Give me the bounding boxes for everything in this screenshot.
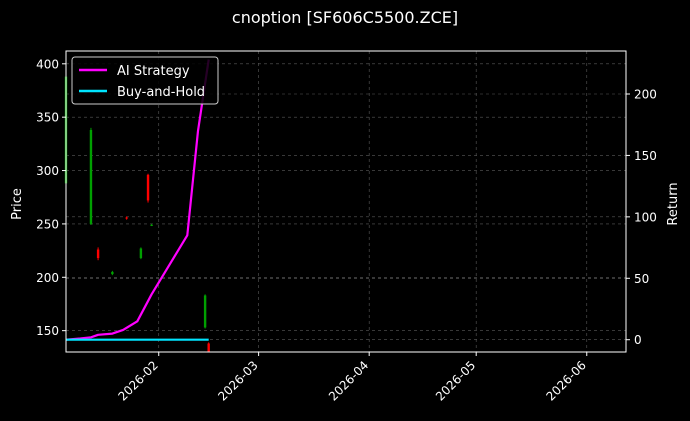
candle-body (125, 217, 128, 219)
candle-body (96, 249, 100, 259)
plot-frame (65, 50, 627, 353)
legend-ai-label: AI Strategy (117, 64, 190, 79)
y-tick-label: 200 (36, 271, 59, 285)
y-axis-left: 150 200 250 300 350 400 (36, 57, 66, 338)
candle-body (139, 248, 143, 259)
candle-body (89, 129, 93, 224)
x-tick-label: 2026-03 (215, 358, 260, 403)
y2-tick-label: 150 (634, 149, 657, 163)
x-tick-label: 2026-05 (433, 358, 478, 403)
y2-axis-label: Return (666, 182, 681, 225)
chart-title: cnoption [SF606C5500.ZCE] (232, 8, 458, 27)
candle-body (146, 174, 150, 201)
y2-tick-label: 100 (634, 210, 657, 224)
y2-tick-label: 200 (634, 88, 657, 102)
x-tick-label: 2026-04 (326, 358, 371, 403)
legend-bh-label: Buy-and-Hold (117, 85, 205, 100)
y-tick-label: 350 (36, 111, 59, 125)
x-axis: 2026-02 2026-03 2026-04 2026-05 2026-06 (116, 352, 589, 404)
y2-tick-label: 50 (634, 272, 649, 286)
y-tick-label: 400 (36, 57, 59, 71)
candle-body (207, 343, 210, 352)
candle-body (111, 271, 114, 275)
x-tick-label: 2026-02 (116, 358, 161, 403)
y-axis-label: Price (10, 188, 25, 220)
y2-tick-label: 0 (634, 333, 642, 347)
candle-body (203, 295, 207, 328)
y-tick-label: 300 (36, 164, 59, 178)
y-tick-label: 150 (36, 324, 59, 338)
y-tick-label: 250 (36, 217, 59, 231)
ai-strategy-line (65, 59, 210, 341)
legend-box (71, 56, 219, 105)
x-tick-label: 2026-06 (544, 358, 589, 403)
candle-body (150, 224, 153, 226)
candlesticks (64, 74, 210, 352)
y-axis-right: 0 50 100 150 200 (626, 88, 657, 347)
series-lines (65, 59, 210, 341)
legend: AI Strategy Buy-and-Hold (71, 56, 219, 105)
